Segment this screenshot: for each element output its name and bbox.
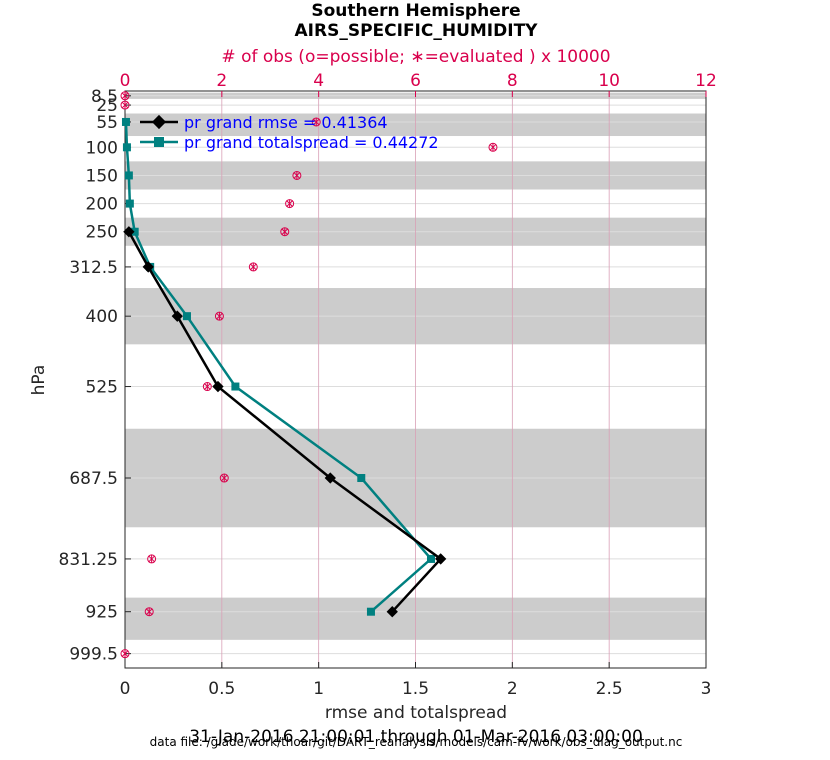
x-tick-label: 0.5 xyxy=(208,679,235,699)
series-line-pr-grand-totalspread xyxy=(124,121,433,613)
x-tick-label: 2.5 xyxy=(596,679,623,699)
y-tick-label: 831.25 xyxy=(59,550,118,570)
legend-rmse-label: pr grand rmse = 0.41364 xyxy=(184,113,388,132)
x-tick-label: 1.5 xyxy=(402,679,429,699)
data-series xyxy=(121,117,447,618)
y-tick-label: 100 xyxy=(86,138,118,158)
y-tick-label: 925 xyxy=(86,603,118,623)
top-tick-label: 10 xyxy=(598,71,620,91)
rmse-point xyxy=(324,472,336,484)
totalspread-point xyxy=(121,117,130,126)
y-tick-label: 999.5 xyxy=(69,645,118,665)
obs-markers xyxy=(120,91,498,659)
chart-subtitle: AIRS_SPECIFIC_HUMIDITY xyxy=(295,21,539,41)
obs-evaluated-marker xyxy=(489,143,497,152)
x-axis-ticks: 0 0.5 1 1.5 2 2.5 3 xyxy=(120,662,712,699)
y-tick-label: 687.5 xyxy=(69,469,118,489)
y-tick-label: 200 xyxy=(86,195,118,215)
y-tick-label: 55 xyxy=(96,113,118,133)
x-tick-label: 1 xyxy=(313,679,324,699)
top-tick-label: 6 xyxy=(410,71,421,91)
legend-spread-label: pr grand totalspread = 0.44272 xyxy=(184,133,439,152)
obs-evaluated-marker xyxy=(281,227,289,236)
top-tick-label: 0 xyxy=(120,71,131,91)
x-tick-label: 3 xyxy=(701,679,712,699)
totalspread-point xyxy=(122,143,131,152)
totalspread-point xyxy=(182,312,191,321)
totalspread-point xyxy=(357,474,366,483)
data-file-note: data file: /glade/work/thoar/git/DART_re… xyxy=(150,735,683,749)
totalspread-point xyxy=(426,554,435,563)
y-tick-label: 8.5 xyxy=(91,87,118,107)
obs-evaluated-marker xyxy=(121,101,129,110)
rmse-point xyxy=(386,606,398,618)
chart-title: Southern Hemisphere xyxy=(311,1,520,21)
y-tick-label: 312.5 xyxy=(69,258,118,278)
legend-spread-marker xyxy=(154,137,164,147)
obs-evaluated-marker xyxy=(312,117,320,126)
top-tick-label: 12 xyxy=(695,71,717,91)
y-tick-label: 250 xyxy=(86,223,118,243)
totalspread-point xyxy=(231,382,240,391)
obs-evaluated-marker xyxy=(293,171,301,180)
obs-evaluated-marker xyxy=(216,312,223,321)
top-tick-label: 4 xyxy=(313,71,324,91)
obs-evaluated-marker xyxy=(121,91,129,100)
top-axis-label: # of obs (o=possible; ∗=evaluated ) x 10… xyxy=(221,47,610,67)
x-axis-label: rmse and totalspread xyxy=(325,703,507,723)
totalspread-point xyxy=(125,199,134,208)
y-tick-label: 150 xyxy=(86,166,118,186)
totalspread-point xyxy=(366,607,375,616)
obs-evaluated-marker xyxy=(148,554,155,563)
obs-evaluated-marker xyxy=(145,607,153,616)
rmse-point xyxy=(142,261,154,273)
totalspread-point xyxy=(130,227,139,236)
obs-evaluated-marker xyxy=(249,262,257,271)
x-tick-label: 0 xyxy=(120,679,131,699)
totalspread-point xyxy=(124,171,133,180)
rmse-point xyxy=(171,310,183,322)
obs-evaluated-marker xyxy=(121,649,129,658)
legend: pr grand rmse = 0.41364 pr grand totalsp… xyxy=(140,113,439,152)
date-range: 31-Jan-2016 21:00:01 through 01-Mar-2016… xyxy=(189,727,643,747)
y-tick-label: 400 xyxy=(86,307,118,327)
top-axis-ticks: 0 2 4 6 8 10 12 xyxy=(120,71,717,97)
top-tick-label: 8 xyxy=(507,71,518,91)
top-tick-label: 2 xyxy=(216,71,227,91)
rmse-point xyxy=(435,553,447,565)
y-tick-label: 25 xyxy=(96,96,118,116)
obs-evaluated-marker xyxy=(286,199,293,208)
obs-evaluated-marker xyxy=(220,474,228,483)
y-tick-label: 525 xyxy=(86,378,118,398)
y-axis-label: hPa xyxy=(29,365,49,396)
rmse-point xyxy=(212,380,224,393)
x-tick-label: 2 xyxy=(507,679,518,699)
obs-evaluated-marker xyxy=(203,382,211,391)
